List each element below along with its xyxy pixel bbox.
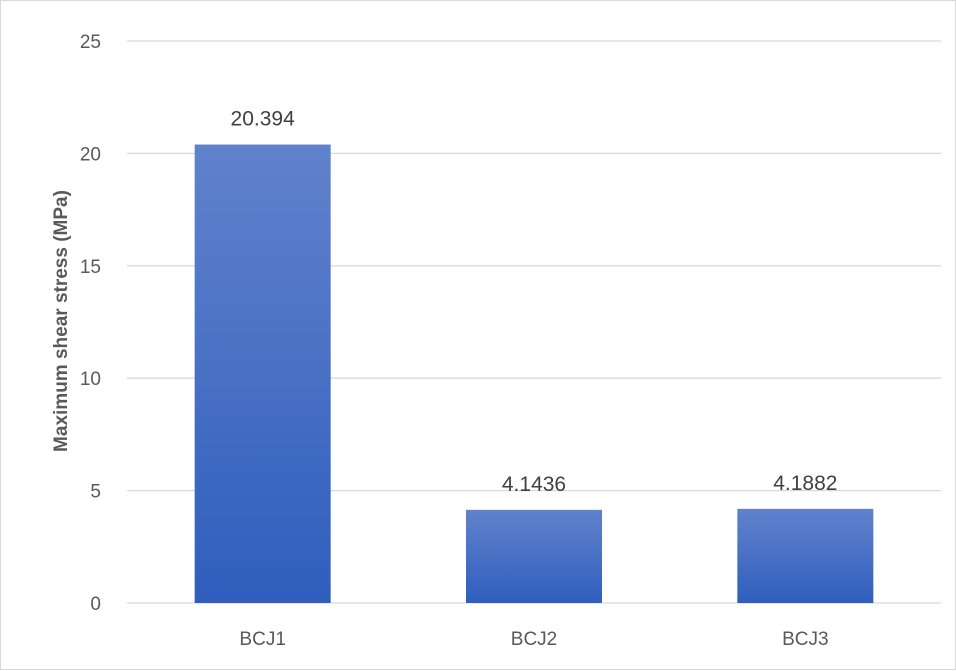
data-label-bcj3: 4.1882: [773, 472, 837, 495]
x-tick-label-bcj1: BCJ1: [239, 629, 285, 650]
data-labels: 20.394 4.1436 4.1882: [231, 108, 838, 496]
bar-bcj1: [194, 144, 331, 603]
bar-bcj3: [737, 508, 874, 603]
x-tick-label-bcj3: BCJ3: [782, 629, 828, 650]
x-tick-label-bcj2: BCJ2: [511, 629, 557, 650]
y-axis-ticks: 0 5 10 15 20 25: [80, 32, 101, 615]
data-label-bcj1: 20.394: [231, 108, 296, 131]
y-axis-title: Maximum shear stress (MPa): [51, 190, 72, 452]
data-label-bcj2: 4.1436: [502, 473, 566, 496]
y-tick-label: 20: [80, 144, 101, 165]
y-tick-label: 15: [80, 257, 101, 278]
y-tick-label: 0: [90, 594, 101, 615]
y-tick-label: 10: [80, 369, 101, 390]
x-axis-categories: BCJ1 BCJ2 BCJ3: [239, 629, 828, 650]
y-tick-label: 5: [90, 482, 101, 503]
bar-bcj2: [466, 509, 602, 603]
y-tick-label: 25: [80, 32, 101, 53]
bars: [194, 144, 874, 603]
